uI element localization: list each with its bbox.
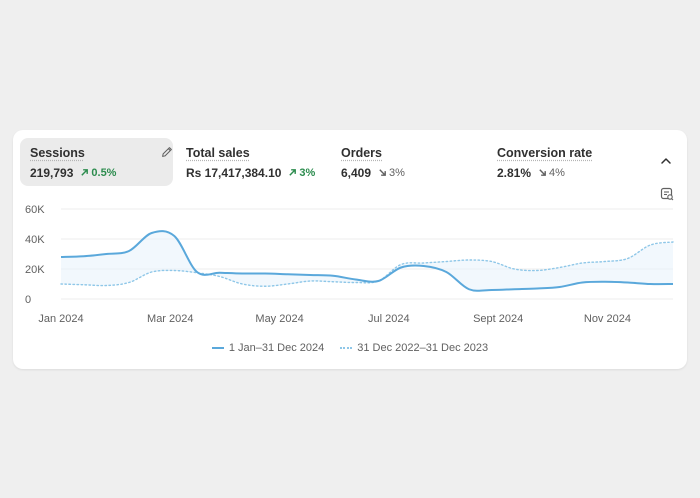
metric-change: 0.5% [80, 167, 116, 179]
metric-value: 6,409 [341, 166, 372, 180]
series-line-current [60, 230, 674, 292]
metric-value: Rs 17,417,384.10 [186, 166, 282, 180]
metric-total-sales[interactable]: Total sales Rs 17,417,384.10 3% [176, 138, 326, 186]
x-tick-label: Mar 2024 [147, 313, 193, 325]
metric-change: 4% [538, 167, 565, 179]
metric-change: 3% [288, 167, 315, 179]
chevron-up-icon[interactable] [659, 156, 673, 166]
metric-label[interactable]: Conversion rate [497, 146, 593, 160]
legend-previous[interactable]: 31 Dec 2022–31 Dec 2023 [340, 342, 488, 354]
chart-settings-icon[interactable] [660, 187, 674, 201]
legend-current[interactable]: 1 Jan–31 Dec 2024 [211, 342, 325, 354]
arrow-down-right-icon [539, 169, 546, 176]
x-tick-label: Jan 2024 [38, 313, 83, 325]
x-tick-label: May 2024 [255, 313, 303, 325]
arrow-up-right-icon [289, 169, 297, 176]
metric-value: 2.81% [497, 166, 532, 180]
series-area-fill [61, 231, 673, 291]
metric-label[interactable]: Total sales [186, 146, 250, 160]
arrow-up-right-icon [81, 169, 89, 176]
y-tick-label: 20K [25, 264, 45, 276]
metric-sessions[interactable]: Sessions 219,793 0.5% [20, 138, 173, 186]
legend-current-label: 1 Jan–31 Dec 2024 [228, 342, 325, 354]
legend-previous-label: 31 Dec 2022–31 Dec 2023 [357, 342, 489, 354]
sessions-chart: 60K 40K 20K 0 Jan 2024 Mar 2024 May 2024 Jul 20… [25, 204, 674, 325]
x-tick-label: Sept 2024 [473, 313, 523, 325]
metric-value: 219,793 [30, 166, 74, 180]
metric-label[interactable]: Sessions [30, 146, 85, 160]
series-line-previous [60, 241, 674, 287]
pencil-icon[interactable] [160, 145, 174, 159]
arrow-down-right-icon [379, 169, 386, 176]
legend-swatch-solid [211, 347, 224, 349]
y-tick-label: 40K [25, 234, 45, 246]
metric-change-value: 0.5% [91, 166, 117, 179]
y-tick-label: 60K [25, 204, 45, 216]
chart-legend: 1 Jan–31 Dec 2024 31 Dec 2022–31 Dec 202… [13, 342, 687, 354]
legend-swatch-dotted [340, 347, 353, 349]
metric-change-value: 3% [389, 166, 405, 179]
metric-change-value: 3% [299, 166, 316, 179]
analytics-card: Sessions 219,793 0.5% Total sales Rs 17,… [13, 130, 687, 369]
x-tick-label: Jul 2024 [368, 313, 410, 325]
x-tick-label: Nov 2024 [584, 313, 631, 325]
metric-label[interactable]: Orders [341, 146, 382, 160]
metric-change-value: 4% [549, 166, 565, 179]
metric-conversion-rate[interactable]: Conversion rate 2.81% 4% [487, 138, 647, 186]
metric-change: 3% [378, 167, 405, 179]
y-tick-label: 0 [25, 294, 31, 306]
metric-orders[interactable]: Orders 6,409 3% [331, 138, 481, 186]
